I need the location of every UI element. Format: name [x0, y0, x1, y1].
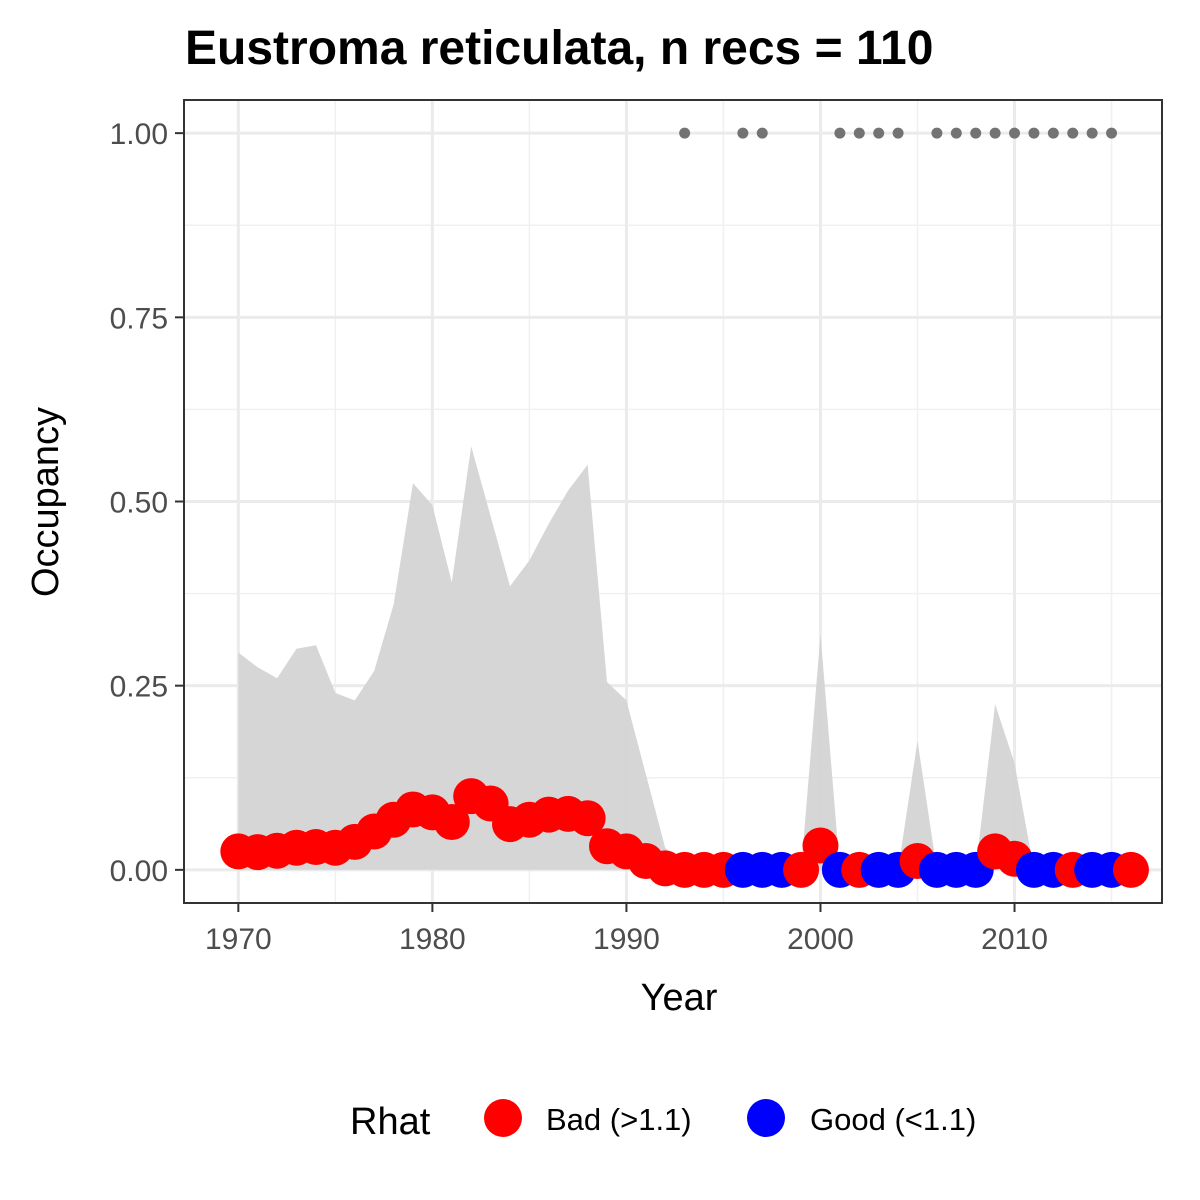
detection-dot: [989, 127, 1001, 139]
detection-dot: [1028, 127, 1040, 139]
point-bad: [783, 851, 820, 888]
point-bad: [569, 800, 606, 837]
y-tick-label: 1.00: [110, 118, 168, 151]
detection-dot: [931, 127, 943, 139]
x-tick-label: 1970: [205, 923, 272, 956]
detection-dot: [834, 127, 846, 139]
y-tick-label: 0.75: [110, 302, 168, 335]
point-bad: [802, 827, 839, 864]
detection-dot: [1009, 127, 1021, 139]
detection-dots: [679, 127, 1118, 139]
ribbon-area: [238, 446, 1132, 870]
y-tick-label: 0.00: [110, 855, 168, 888]
detection-dot: [756, 127, 768, 139]
legend-key-bad: [484, 1099, 522, 1137]
legend-title: Rhat: [350, 1101, 431, 1143]
x-tick-label: 1990: [593, 923, 660, 956]
detection-dot: [970, 127, 982, 139]
y-axis: 0.00 0.25 0.50 0.75 1.00: [110, 118, 184, 888]
y-tick-label: 0.25: [110, 671, 168, 704]
detection-dot: [1067, 127, 1079, 139]
point-bad: [1112, 851, 1149, 888]
detection-dot: [1106, 127, 1118, 139]
detection-dot: [892, 127, 904, 139]
detection-dot: [853, 127, 865, 139]
detection-dot: [1047, 127, 1059, 139]
detection-dot: [873, 127, 885, 139]
detection-dot: [737, 127, 749, 139]
legend: Rhat Bad (>1.1) Good (<1.1): [350, 1099, 976, 1143]
occupancy-points: [220, 778, 1149, 888]
credible-interval-ribbon: [238, 446, 1132, 870]
legend-key-good: [747, 1099, 785, 1137]
x-axis-title: Year: [641, 977, 718, 1019]
x-axis: 1970 1980 1990 2000 2010: [205, 903, 1048, 956]
y-tick-label: 0.50: [110, 487, 168, 520]
x-tick-label: 2000: [787, 923, 854, 956]
legend-label-good: Good (<1.1): [810, 1102, 976, 1137]
detection-dot: [679, 127, 691, 139]
y-axis-title: Occupancy: [25, 407, 67, 597]
detection-dot: [1086, 127, 1098, 139]
x-tick-label: 2010: [981, 923, 1048, 956]
major-gridlines: [184, 100, 1162, 903]
plot-panel: [183, 99, 1163, 904]
chart-title: Eustroma reticulata, n recs = 110: [185, 22, 933, 75]
legend-label-bad: Bad (>1.1): [546, 1102, 692, 1137]
x-tick-label: 1980: [399, 923, 466, 956]
detection-dot: [950, 127, 962, 139]
point-bad: [433, 803, 470, 840]
